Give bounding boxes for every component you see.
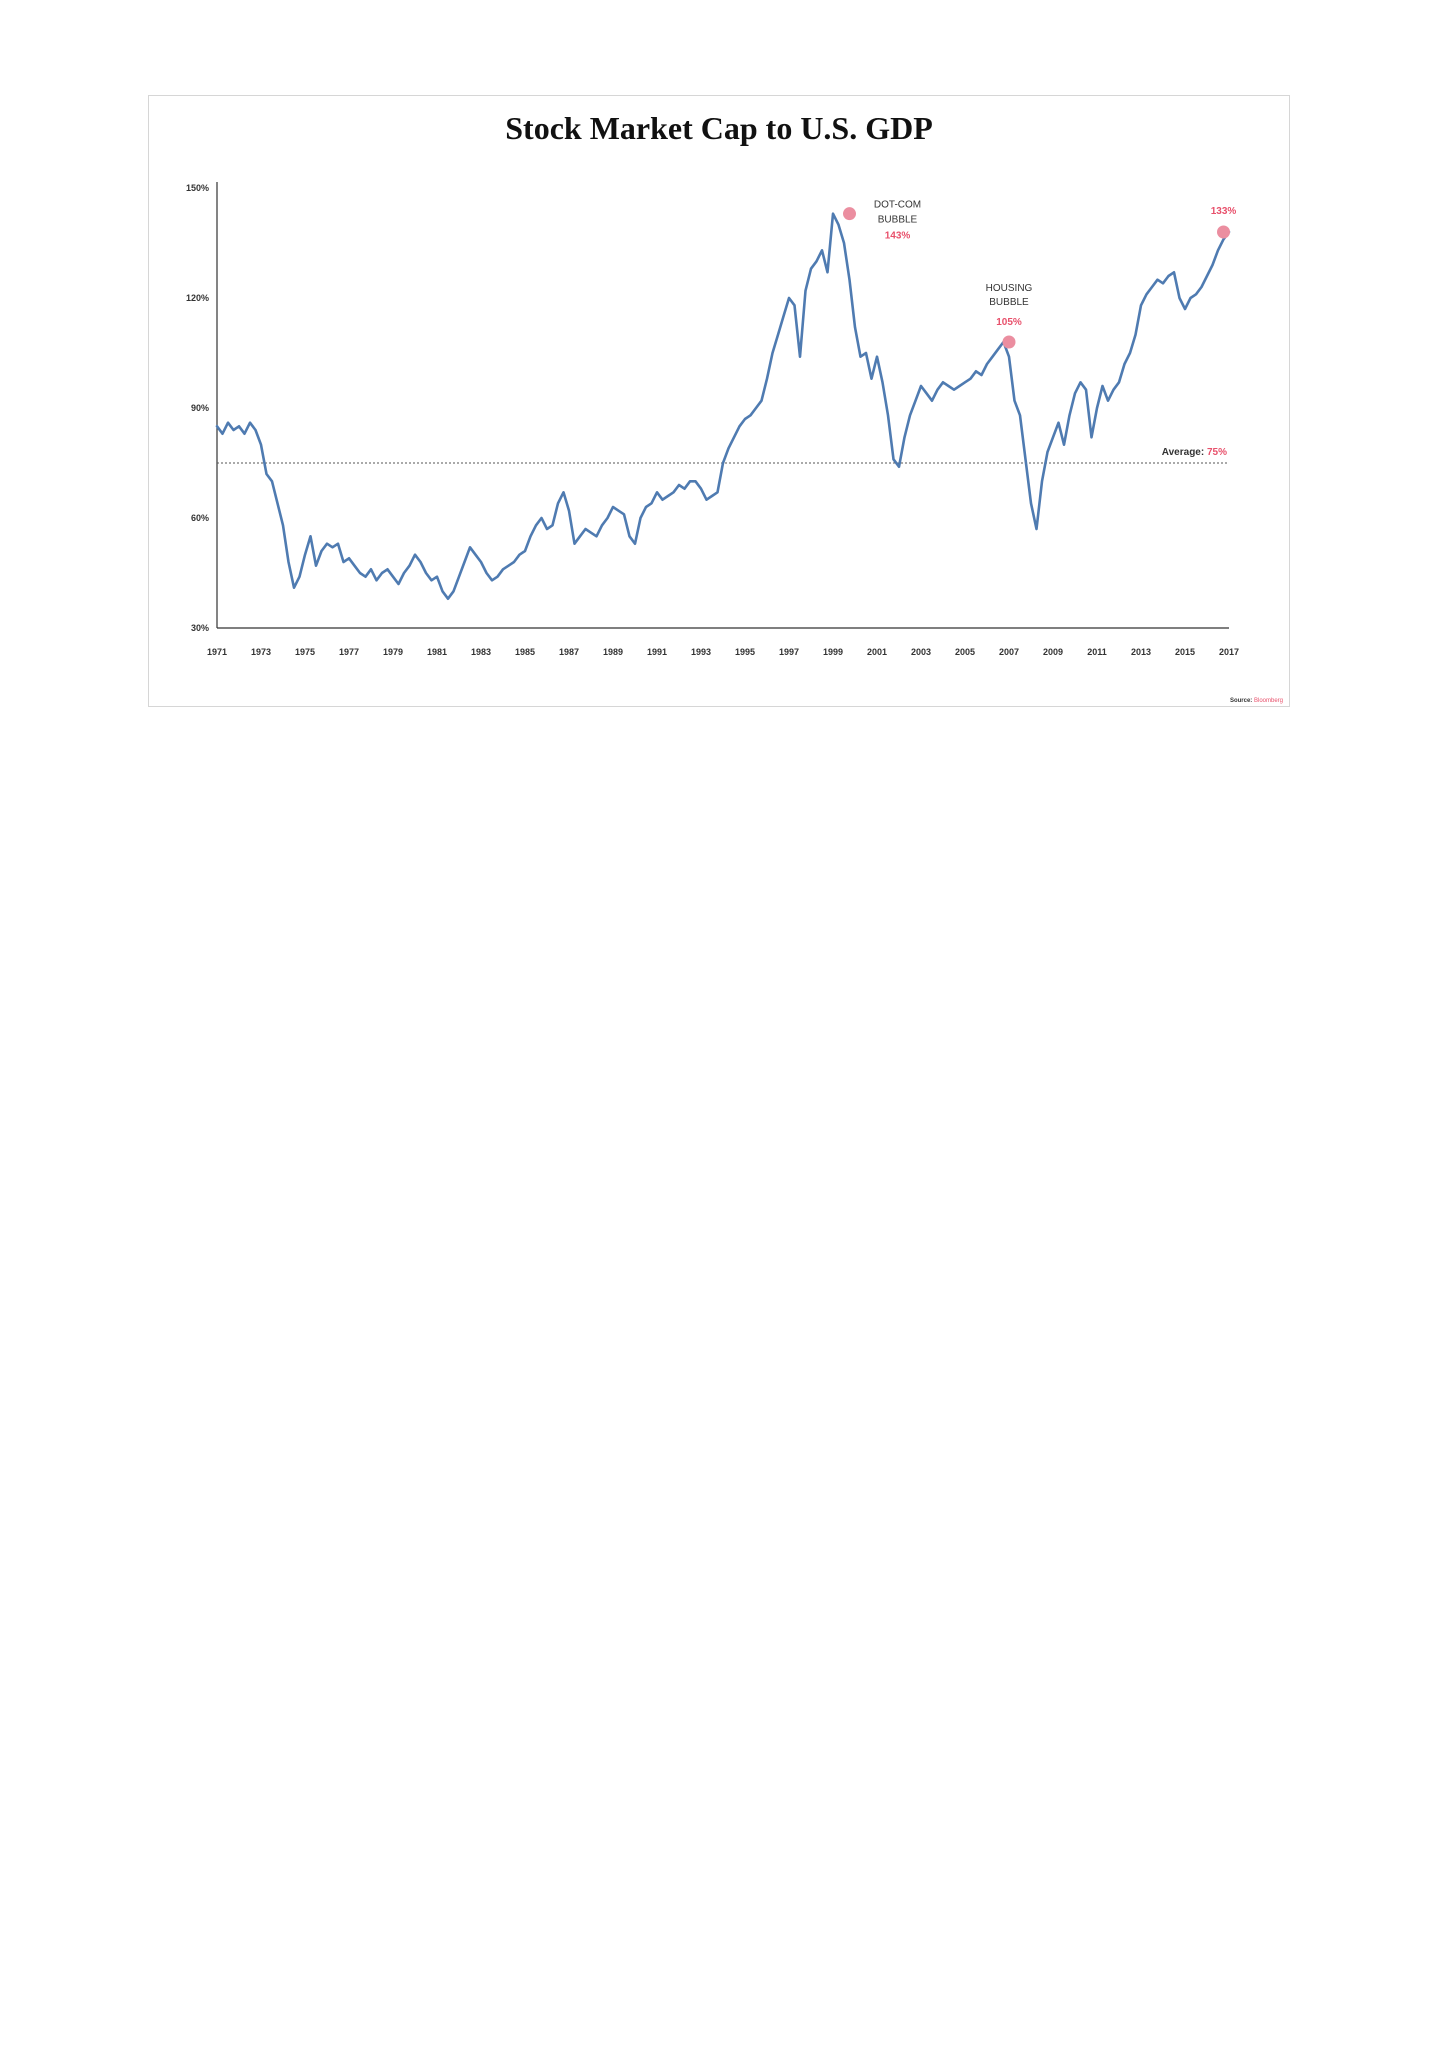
- y-tick-label: 60%: [191, 513, 209, 523]
- series-line: [215, 212, 1231, 601]
- annotation-line1: DOT-COM: [874, 200, 921, 211]
- annotation-value: 133%: [1211, 206, 1237, 217]
- annotation-line1: HOUSING: [986, 283, 1033, 294]
- x-tick-label: 1977: [339, 647, 359, 657]
- x-tick-label: 1981: [427, 647, 447, 657]
- x-tick-label: 1971: [207, 647, 227, 657]
- x-tick-label: 1975: [295, 647, 315, 657]
- average-label: Average: 75%: [1162, 447, 1227, 458]
- annotation-value: 143%: [885, 231, 911, 242]
- x-tick-label: 2001: [867, 647, 887, 657]
- annotation-line2: BUBBLE: [989, 297, 1029, 308]
- source-name: Bloomberg: [1254, 698, 1283, 704]
- x-tick-label: 1999: [823, 647, 843, 657]
- average-label-value: 75%: [1207, 447, 1227, 458]
- annotation-line2: BUBBLE: [878, 215, 918, 226]
- x-tick-label: 1985: [515, 647, 535, 657]
- y-tick-label: 90%: [191, 403, 209, 413]
- x-tick-label: 1989: [603, 647, 623, 657]
- annotation-marker: [1002, 335, 1016, 349]
- source-label: Source: Bloomberg: [1230, 698, 1283, 704]
- annotation-marker: [1217, 225, 1230, 239]
- chart-frame: Stock Market Cap to U.S. GDP 150% 120% 90%…: [148, 95, 1290, 707]
- x-tick-label: 2005: [955, 647, 975, 657]
- x-tick-label: 2013: [1131, 647, 1151, 657]
- x-tick-label: 2003: [911, 647, 931, 657]
- x-tick-label: 2017: [1219, 647, 1239, 657]
- annotation-marker: [843, 207, 856, 221]
- x-tick-label: 2007: [999, 647, 1019, 657]
- x-tick-label: 1973: [251, 647, 271, 657]
- chart-title: Stock Market Cap to U.S. GDP: [505, 110, 933, 146]
- average-label-text: Average:: [1162, 447, 1207, 458]
- annotation-value: 105%: [996, 317, 1022, 328]
- x-tick-label: 1983: [471, 647, 491, 657]
- y-tick-label: 120%: [186, 293, 209, 303]
- source-label-text: Source:: [1230, 698, 1254, 704]
- x-tick-label: 1997: [779, 647, 799, 657]
- x-tick-label: 2009: [1043, 647, 1063, 657]
- y-tick-label: 150%: [186, 183, 209, 193]
- x-tick-label: 2015: [1175, 647, 1195, 657]
- x-tick-label: 1991: [647, 647, 667, 657]
- x-tick-label: 1993: [691, 647, 711, 657]
- y-tick-label: 30%: [191, 623, 209, 633]
- x-tick-label: 1987: [559, 647, 579, 657]
- x-tick-label: 2011: [1087, 647, 1107, 657]
- x-tick-label: 1995: [735, 647, 755, 657]
- x-tick-label: 1979: [383, 647, 403, 657]
- chart-plot: 150% 120% 90% 60% 30% 1971 1973 1975 1977 1979 198…: [186, 182, 1283, 704]
